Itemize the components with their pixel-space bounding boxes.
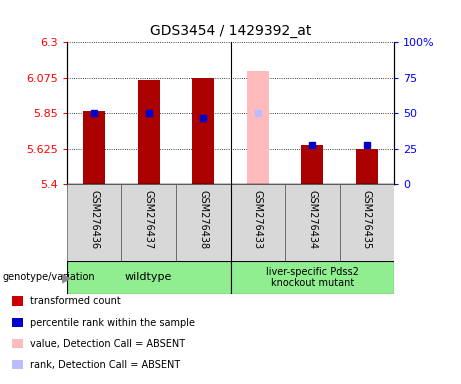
Bar [67, 261, 230, 294]
Text: value, Detection Call = ABSENT: value, Detection Call = ABSENT [30, 339, 185, 349]
Bar [301, 145, 323, 184]
Bar [356, 149, 378, 184]
Text: GSM276435: GSM276435 [362, 190, 372, 250]
Bar [230, 261, 394, 294]
Text: percentile rank within the sample: percentile rank within the sample [30, 318, 195, 328]
Text: GSM276437: GSM276437 [144, 190, 154, 250]
Bar [138, 80, 160, 184]
Bar [247, 71, 269, 184]
Text: wildtype: wildtype [125, 272, 172, 283]
Text: GSM276438: GSM276438 [198, 190, 208, 250]
Text: rank, Detection Call = ABSENT: rank, Detection Call = ABSENT [30, 360, 180, 370]
Bar [83, 111, 105, 184]
Bar [67, 184, 121, 261]
Bar [230, 184, 285, 261]
Text: genotype/variation: genotype/variation [2, 272, 95, 283]
Bar [340, 184, 394, 261]
Bar [121, 184, 176, 261]
Text: ▶: ▶ [62, 271, 72, 284]
Bar [176, 184, 230, 261]
Text: GSM276433: GSM276433 [253, 190, 263, 250]
Title: GDS3454 / 1429392_at: GDS3454 / 1429392_at [150, 25, 311, 38]
Bar [285, 184, 340, 261]
Text: GSM276436: GSM276436 [89, 190, 99, 250]
Text: GSM276434: GSM276434 [307, 190, 317, 250]
Bar [192, 78, 214, 184]
Text: liver-specific Pdss2
knockout mutant: liver-specific Pdss2 knockout mutant [266, 266, 359, 288]
Text: transformed count: transformed count [30, 296, 121, 306]
